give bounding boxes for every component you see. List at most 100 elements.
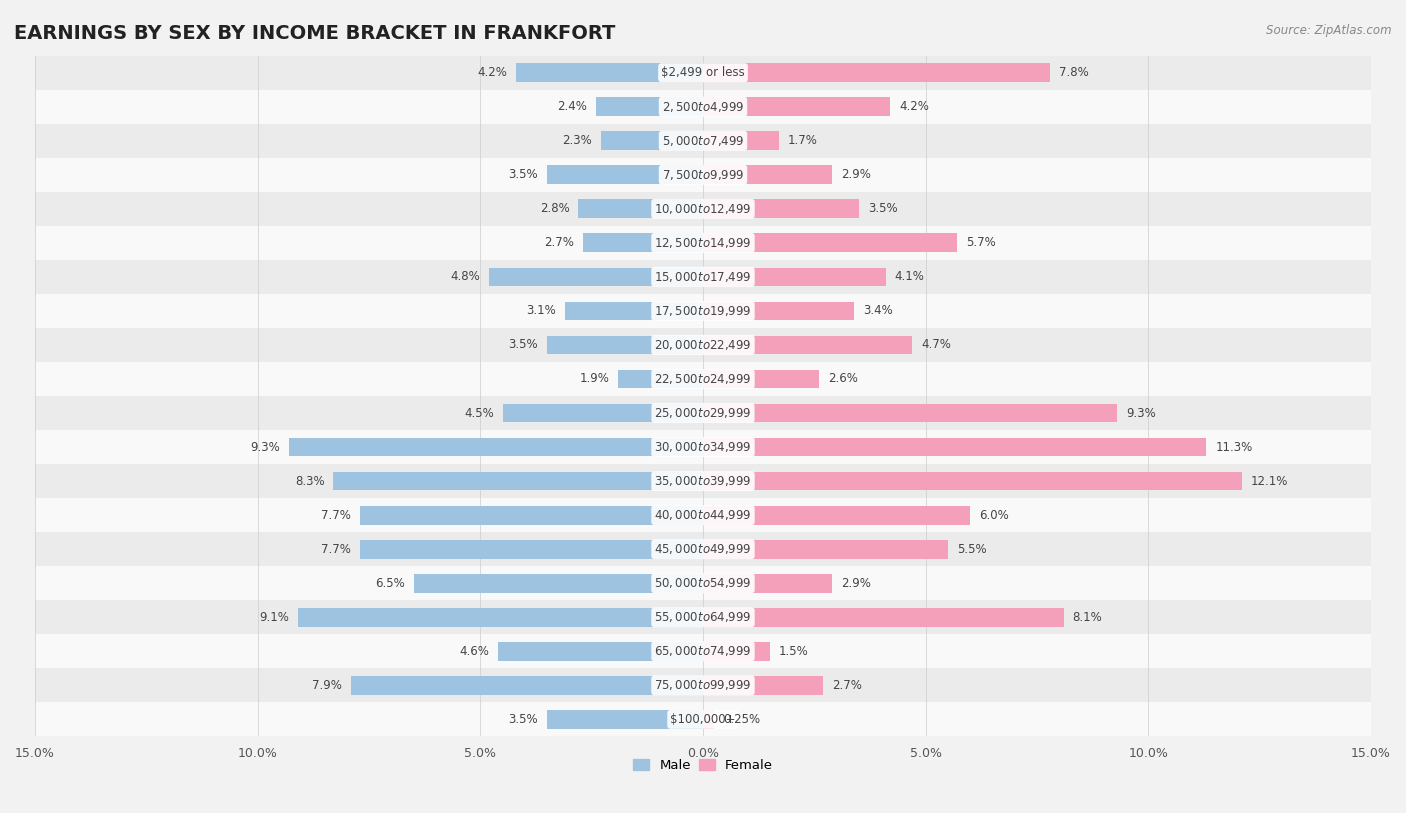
Text: 7.9%: 7.9% <box>312 679 342 692</box>
Bar <box>703 165 832 184</box>
Bar <box>298 608 703 627</box>
Text: 2.7%: 2.7% <box>544 237 574 250</box>
Text: 1.7%: 1.7% <box>787 134 817 147</box>
Text: 11.3%: 11.3% <box>1215 441 1253 454</box>
Text: $100,000+: $100,000+ <box>671 713 735 726</box>
Text: $75,000 to $99,999: $75,000 to $99,999 <box>654 678 752 693</box>
Bar <box>35 634 1371 668</box>
Bar <box>333 472 703 490</box>
Bar <box>703 98 890 116</box>
Text: $15,000 to $17,499: $15,000 to $17,499 <box>654 270 752 284</box>
Text: 9.3%: 9.3% <box>1126 406 1156 420</box>
Text: 4.8%: 4.8% <box>450 271 481 284</box>
Text: 6.0%: 6.0% <box>979 509 1010 522</box>
Text: 3.4%: 3.4% <box>863 304 893 317</box>
Text: $2,499 or less: $2,499 or less <box>661 66 745 79</box>
Text: 0.25%: 0.25% <box>723 713 761 726</box>
Bar <box>565 302 703 320</box>
Bar <box>596 98 703 116</box>
Bar <box>547 336 703 354</box>
Text: $65,000 to $74,999: $65,000 to $74,999 <box>654 644 752 659</box>
Bar <box>35 89 1371 124</box>
Text: $35,000 to $39,999: $35,000 to $39,999 <box>654 474 752 488</box>
Text: 3.5%: 3.5% <box>509 713 538 726</box>
Text: 2.7%: 2.7% <box>832 679 862 692</box>
Bar <box>352 676 703 694</box>
Text: 2.9%: 2.9% <box>841 576 870 589</box>
Text: 7.7%: 7.7% <box>322 543 352 555</box>
Bar <box>703 336 912 354</box>
Text: 2.6%: 2.6% <box>828 372 858 385</box>
Bar <box>35 702 1371 737</box>
Text: $45,000 to $49,999: $45,000 to $49,999 <box>654 542 752 556</box>
Text: 2.9%: 2.9% <box>841 168 870 181</box>
Bar <box>489 267 703 286</box>
Text: 4.5%: 4.5% <box>464 406 494 420</box>
Text: Source: ZipAtlas.com: Source: ZipAtlas.com <box>1267 24 1392 37</box>
Bar <box>703 506 970 524</box>
Bar <box>35 328 1371 362</box>
Text: 7.7%: 7.7% <box>322 509 352 522</box>
Bar <box>703 642 770 661</box>
Bar <box>703 132 779 150</box>
Bar <box>288 437 703 456</box>
Bar <box>703 370 818 389</box>
Bar <box>35 533 1371 566</box>
Text: 3.5%: 3.5% <box>509 338 538 351</box>
Bar <box>413 574 703 593</box>
Text: 4.6%: 4.6% <box>460 645 489 658</box>
Bar <box>35 192 1371 226</box>
Text: 2.8%: 2.8% <box>540 202 569 215</box>
Text: $55,000 to $64,999: $55,000 to $64,999 <box>654 611 752 624</box>
Bar <box>619 370 703 389</box>
Text: $7,500 to $9,999: $7,500 to $9,999 <box>662 167 744 182</box>
Text: 8.1%: 8.1% <box>1073 611 1102 624</box>
Bar <box>703 437 1206 456</box>
Bar <box>498 642 703 661</box>
Bar <box>703 267 886 286</box>
Text: 4.2%: 4.2% <box>898 100 929 113</box>
Text: 8.3%: 8.3% <box>295 475 325 488</box>
Bar <box>516 63 703 82</box>
Text: 4.1%: 4.1% <box>894 271 924 284</box>
Bar <box>360 506 703 524</box>
Bar <box>703 302 855 320</box>
Bar <box>703 233 957 252</box>
Text: 1.5%: 1.5% <box>779 645 808 658</box>
Text: $10,000 to $12,499: $10,000 to $12,499 <box>654 202 752 215</box>
Bar <box>35 668 1371 702</box>
Text: EARNINGS BY SEX BY INCOME BRACKET IN FRANKFORT: EARNINGS BY SEX BY INCOME BRACKET IN FRA… <box>14 24 616 43</box>
Bar <box>35 124 1371 158</box>
Bar <box>703 608 1064 627</box>
Text: $25,000 to $29,999: $25,000 to $29,999 <box>654 406 752 420</box>
Text: $40,000 to $44,999: $40,000 to $44,999 <box>654 508 752 522</box>
Bar <box>35 294 1371 328</box>
Text: $30,000 to $34,999: $30,000 to $34,999 <box>654 440 752 454</box>
Bar <box>35 260 1371 294</box>
Text: 1.9%: 1.9% <box>579 372 609 385</box>
Bar <box>35 430 1371 464</box>
Bar <box>547 710 703 728</box>
Text: 9.1%: 9.1% <box>259 611 288 624</box>
Text: 2.4%: 2.4% <box>557 100 588 113</box>
Bar <box>35 362 1371 396</box>
Legend: Male, Female: Male, Female <box>627 754 779 777</box>
Bar <box>547 165 703 184</box>
Text: 3.5%: 3.5% <box>509 168 538 181</box>
Bar <box>35 396 1371 430</box>
Bar <box>703 540 948 559</box>
Bar <box>582 233 703 252</box>
Bar <box>35 498 1371 533</box>
Bar <box>35 158 1371 192</box>
Text: $2,500 to $4,999: $2,500 to $4,999 <box>662 100 744 114</box>
Bar <box>35 55 1371 89</box>
Text: 3.1%: 3.1% <box>526 304 555 317</box>
Bar <box>703 404 1118 423</box>
Text: 5.5%: 5.5% <box>957 543 987 555</box>
Text: 3.5%: 3.5% <box>868 202 897 215</box>
Bar <box>35 226 1371 260</box>
Text: $50,000 to $54,999: $50,000 to $54,999 <box>654 576 752 590</box>
Text: $17,500 to $19,999: $17,500 to $19,999 <box>654 304 752 318</box>
Text: 7.8%: 7.8% <box>1059 66 1090 79</box>
Bar <box>703 63 1050 82</box>
